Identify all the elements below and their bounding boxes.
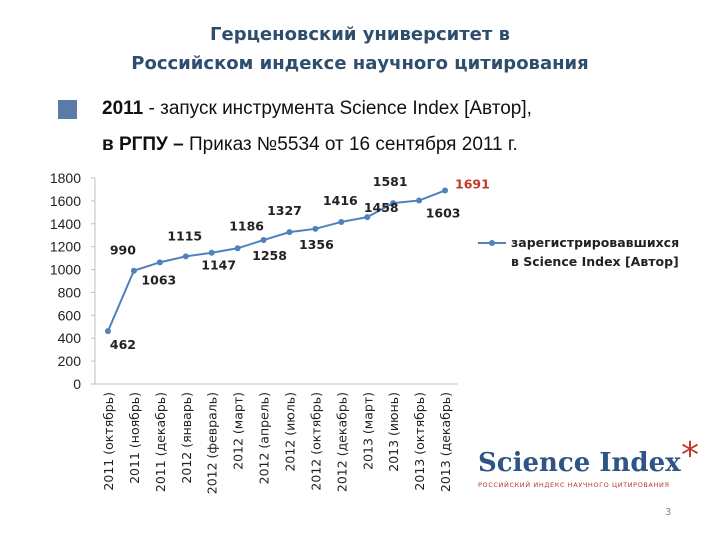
data-label: 1356 <box>299 237 334 252</box>
bullet-rgpu: в РГПУ – <box>102 134 184 155</box>
data-point <box>260 237 267 244</box>
logo-text: Science Index <box>478 448 681 478</box>
data-point <box>416 197 423 204</box>
y-tick-label: 400 <box>58 330 82 346</box>
y-tick-label: 1000 <box>50 262 81 278</box>
legend-marker <box>489 240 495 246</box>
series-line <box>107 189 446 332</box>
legend-label-2: в Science Index [Автор] <box>511 254 679 269</box>
y-tick-label: 1200 <box>50 239 81 255</box>
y-tick-label: 0 <box>73 376 81 392</box>
x-tick-label: 2013 (март) <box>360 392 375 470</box>
x-tick-label: 2012 (декабрь) <box>334 392 349 492</box>
data-label: 990 <box>110 243 136 258</box>
x-tick-label: 2011 (ноябрь) <box>127 392 142 484</box>
data-label: 1063 <box>141 272 176 287</box>
x-tick-label: 2012 (январь) <box>179 392 194 484</box>
page-number: 3 <box>665 507 672 518</box>
line-chart: 0 200 400 600 800 1000 1200 1400 1600 1800 2011 (о… <box>50 170 679 494</box>
bullet-year: 2011 <box>102 98 144 119</box>
y-tick-label: 600 <box>58 307 82 323</box>
x-tick-label: 2012 (октябрь) <box>308 392 323 491</box>
title-line-2: Российском индексе научного цитирования <box>131 53 589 74</box>
bullet-square-icon <box>58 100 77 119</box>
x-tick-label: 2013 (декабрь) <box>438 392 453 492</box>
title-line-1: Герценовский университет в <box>210 24 510 45</box>
data-label: 1416 <box>323 193 358 208</box>
data-point <box>208 249 215 256</box>
data-label: 1258 <box>252 248 287 263</box>
y-tick-label: 800 <box>58 284 82 300</box>
data-point <box>390 200 397 207</box>
data-label: 1327 <box>267 203 302 218</box>
data-label: 462 <box>110 337 136 352</box>
bullet-line-2: в РГПУ – Приказ №5534 от 16 сентября 201… <box>102 134 518 156</box>
data-point <box>156 259 163 266</box>
data-point <box>234 245 241 252</box>
data-point <box>182 253 189 260</box>
data-label: 1581 <box>373 174 408 189</box>
x-tick-label: 2012 (июль) <box>282 392 297 472</box>
data-point <box>338 218 345 225</box>
x-tick-label: 2012 (март) <box>231 392 246 470</box>
bullet-text-1: - запуск инструмента Science Index [Авто… <box>143 98 532 119</box>
x-tick-label: 2012 (апрель) <box>257 392 272 484</box>
y-tick-label: 1600 <box>50 193 81 209</box>
data-label: 1603 <box>426 206 461 221</box>
x-tick-label: 2012 (февраль) <box>205 392 220 494</box>
data-label: 1458 <box>364 200 399 215</box>
science-index-logo: Science Index * РОССИЙСКИЙ ИНДЕКС НАУЧНО… <box>478 435 718 500</box>
bullet-line-1: 2011 - запуск инструмента Science Index … <box>102 98 532 120</box>
data-label: 1691 <box>455 176 490 191</box>
data-point <box>286 229 293 236</box>
y-tick-label: 200 <box>58 353 82 369</box>
data-label: 1147 <box>201 258 236 273</box>
data-point <box>442 187 449 194</box>
data-label: 1115 <box>167 228 202 243</box>
logo-subtitle: РОССИЙСКИЙ ИНДЕКС НАУЧНОГО ЦИТИРОВАНИЯ <box>478 481 670 489</box>
data-point <box>364 214 371 221</box>
x-tick-label: 2013 (октябрь) <box>412 392 427 491</box>
data-label: 1186 <box>229 218 264 233</box>
x-tick-label: 2013 (июнь) <box>386 392 401 472</box>
data-point <box>104 328 111 335</box>
bullet-text-2: Приказ №5534 от 16 сентября 2011 г. <box>183 134 518 155</box>
x-tick-label: 2011 (октябрь) <box>101 392 116 491</box>
y-tick-label: 1800 <box>50 170 81 186</box>
slide-title: Герценовский университет в Российском ин… <box>0 20 720 78</box>
data-point <box>312 225 319 232</box>
legend-label-1: зарегистрировавшихся <box>511 235 679 250</box>
x-tick-label: 2011 (декабрь) <box>153 392 168 492</box>
asterisk-icon: * <box>681 435 699 476</box>
data-point <box>130 267 137 274</box>
y-tick-label: 1400 <box>50 216 81 232</box>
